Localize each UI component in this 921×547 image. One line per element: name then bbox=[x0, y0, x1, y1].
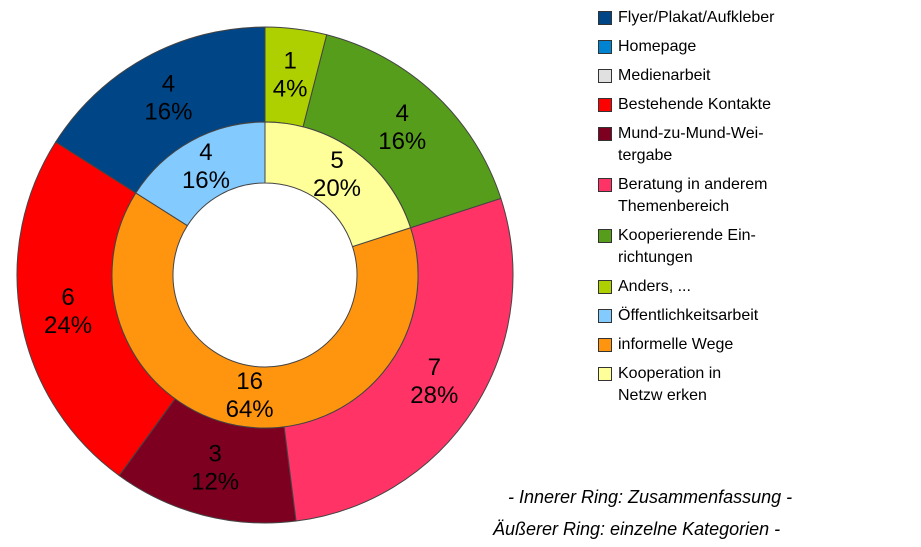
legend-swatch bbox=[598, 280, 612, 294]
legend-swatch bbox=[598, 98, 612, 112]
legend-swatch bbox=[598, 178, 612, 192]
legend-swatch bbox=[598, 40, 612, 54]
legend-swatch bbox=[598, 309, 612, 323]
legend-item: informelle Wege bbox=[598, 334, 775, 356]
percent-label: 64% bbox=[226, 396, 274, 423]
value-label: 1 bbox=[283, 47, 296, 74]
legend-label: Kooperierende Ein- richtungen bbox=[618, 227, 756, 266]
value-label: 6 bbox=[61, 284, 74, 311]
legend-swatch bbox=[598, 367, 612, 381]
legend-item: Anders, ... bbox=[598, 276, 775, 298]
value-label: 3 bbox=[208, 441, 221, 468]
legend-item: Mund-zu-Mund-Wei- tergabe bbox=[598, 123, 775, 167]
percent-label: 12% bbox=[191, 469, 239, 496]
legend-item: Bestehende Kontakte bbox=[598, 94, 775, 116]
legend-item: Flyer/Plakat/Aufkleber bbox=[598, 7, 775, 29]
legend-swatch bbox=[598, 69, 612, 83]
value-label: 7 bbox=[428, 354, 441, 381]
slice bbox=[111, 192, 419, 429]
legend: Flyer/Plakat/Aufkleber Homepage Medienarbe… bbox=[598, 7, 775, 407]
legend-item: Medienarbeit bbox=[598, 65, 775, 87]
legend-label: Kooperation in Netzw erken bbox=[618, 365, 722, 404]
percent-label: 16% bbox=[378, 128, 426, 155]
legend-label: Mund-zu-Mund-Wei- tergabe bbox=[618, 125, 764, 164]
legend-label: Anders, ... bbox=[618, 278, 691, 295]
percent-label: 16% bbox=[144, 99, 192, 126]
legend-item: Beratung in anderem Themenbereich bbox=[598, 174, 775, 218]
annotation: - Innerer Ring: Zusammenfassung - bbox=[508, 487, 793, 507]
legend-item: Kooperierende Ein- richtungen bbox=[598, 225, 775, 269]
value-label: 4 bbox=[199, 139, 212, 166]
percent-label: 24% bbox=[44, 312, 92, 339]
legend-item: Kooperation in Netzw erken bbox=[598, 363, 775, 407]
legend-label: Beratung in anderem Themenbereich bbox=[618, 176, 768, 215]
legend-label: Bestehende Kontakte bbox=[618, 96, 772, 113]
value-label: 4 bbox=[396, 100, 409, 127]
legend-item: Öffentlichkeitsarbeit bbox=[598, 305, 775, 327]
slice bbox=[264, 121, 412, 248]
annotation: Äußerer Ring: einzelne Kategorien - bbox=[493, 519, 781, 539]
percent-label: 16% bbox=[182, 167, 230, 194]
legend-swatch bbox=[598, 229, 612, 243]
legend-swatch bbox=[598, 127, 612, 141]
legend-label: Öffentlichkeitsarbeit bbox=[618, 307, 759, 324]
percent-label: 20% bbox=[313, 175, 361, 202]
legend-label: Medienarbeit bbox=[618, 67, 711, 84]
legend-label: Flyer/Plakat/Aufkleber bbox=[618, 9, 775, 26]
value-label: 16 bbox=[236, 368, 263, 395]
value-label: 4 bbox=[162, 71, 175, 98]
legend-label: Homepage bbox=[618, 38, 697, 55]
percent-label: 28% bbox=[410, 382, 458, 409]
percent-label: 4% bbox=[273, 75, 308, 102]
legend-swatch bbox=[598, 11, 612, 25]
legend-label: informelle Wege bbox=[618, 336, 734, 353]
legend-item: Homepage bbox=[598, 36, 775, 58]
value-label: 5 bbox=[330, 147, 343, 174]
legend-swatch bbox=[598, 338, 612, 352]
